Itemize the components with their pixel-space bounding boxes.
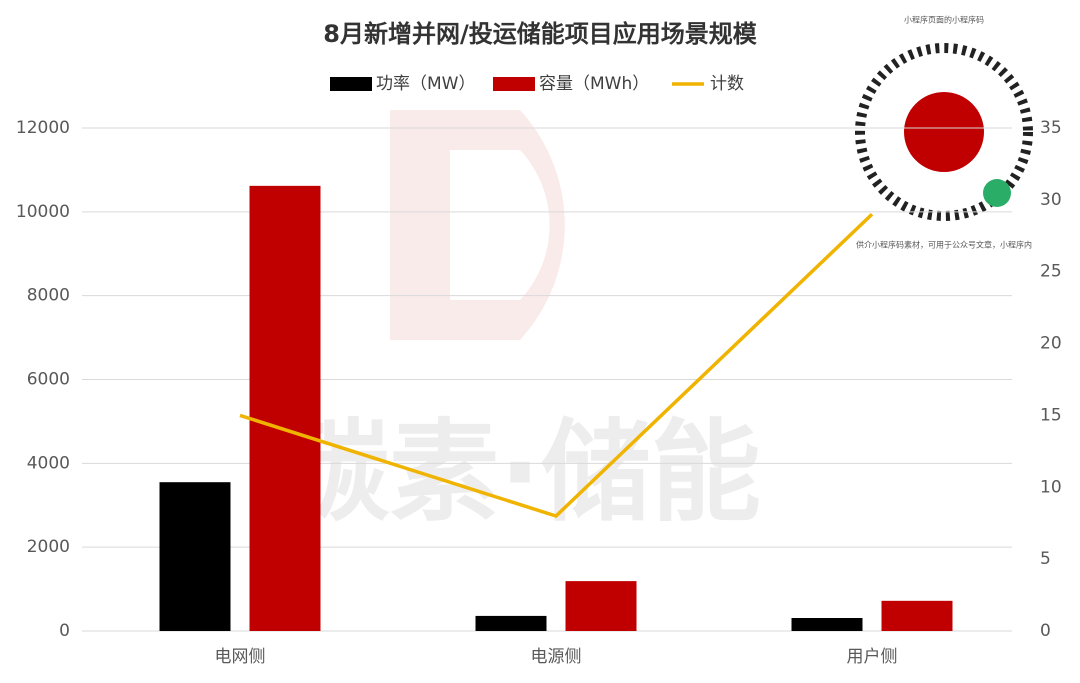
legend-label: 容量（MWh） [539, 74, 649, 94]
y-tick-label: 8000 [27, 286, 70, 306]
y-tick-label: 2000 [27, 537, 70, 557]
y2-tick-label: 25 [1040, 262, 1062, 282]
qr-code: 小程序页面的小程序码 供介小程序码素材，可用于公众号文章，小程序内 [855, 15, 1033, 250]
y-tick-label: 12000 [16, 118, 70, 138]
x-tick-label: 电源侧 [531, 647, 582, 667]
bar [249, 185, 321, 631]
bar [159, 482, 231, 631]
legend-label: 功率（MW） [376, 74, 475, 94]
bar [475, 615, 547, 631]
legend-swatch [330, 77, 372, 91]
bar [881, 600, 953, 631]
y2-tick-label: 0 [1040, 621, 1051, 641]
y2-tick-label: 20 [1040, 334, 1062, 354]
y2-tick-label: 10 [1040, 477, 1062, 497]
chart-title: 8月新增并网/投运储能项目应用场景规模 [323, 20, 757, 48]
y-tick-label: 0 [59, 621, 70, 641]
y2-tick-label: 30 [1040, 190, 1062, 210]
y-tick-label: 10000 [16, 202, 70, 222]
line [239, 212, 874, 519]
y2-tick-label: 15 [1040, 405, 1062, 425]
bar [791, 618, 863, 631]
legend-label: 计数 [710, 74, 744, 94]
y2-tick-label: 35 [1040, 118, 1062, 138]
qr-caption: 供介小程序码素材，可用于公众号文章，小程序内 [856, 240, 1032, 250]
qr-caption: 小程序页面的小程序码 [904, 15, 984, 25]
y-tick-label: 4000 [27, 453, 70, 473]
legend-swatch [493, 77, 535, 91]
watermark: 碳素·储能 [279, 408, 761, 536]
watermark-logo [390, 110, 565, 340]
bar [565, 581, 637, 631]
x-tick-label: 用户侧 [847, 647, 898, 667]
y2-tick-label: 5 [1040, 549, 1051, 569]
y-tick-label: 6000 [27, 370, 70, 390]
x-tick-label: 电网侧 [215, 647, 266, 667]
